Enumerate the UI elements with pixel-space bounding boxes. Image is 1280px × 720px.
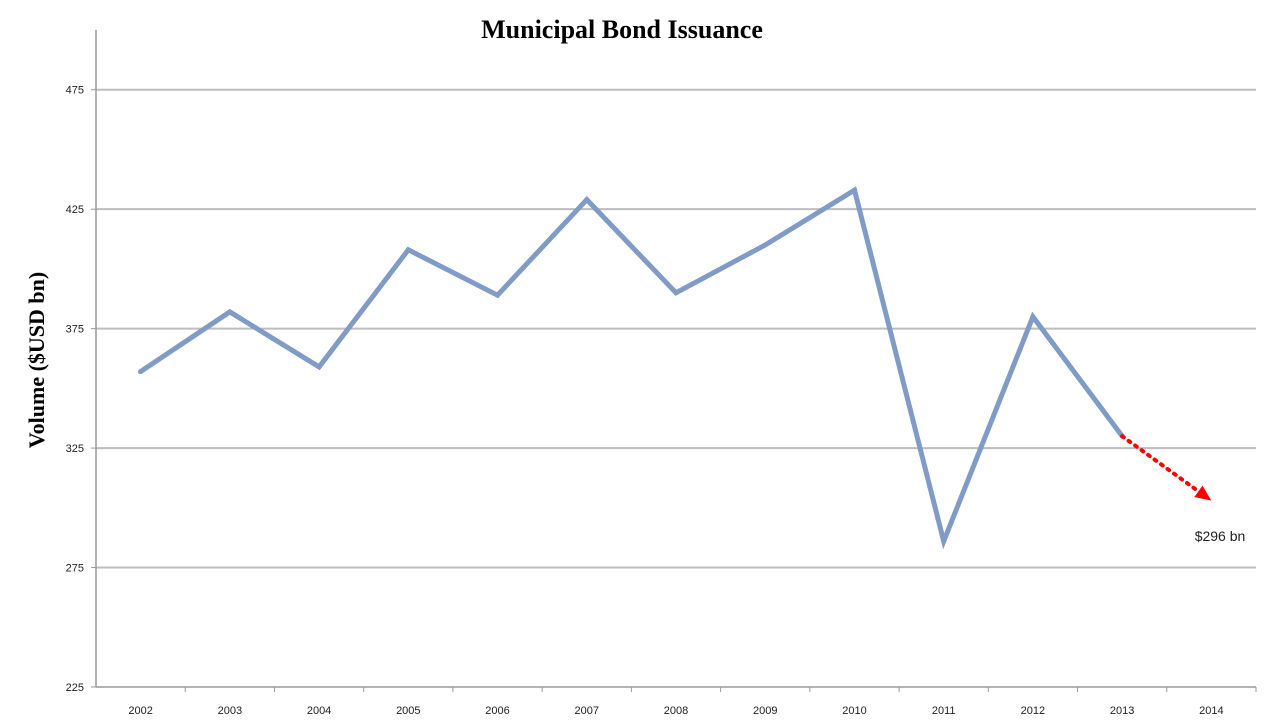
series — [138, 186, 1125, 550]
x-tick-label: 2002 — [128, 705, 152, 717]
y-tick-label: 275 — [66, 563, 84, 575]
data-point-2008 — [673, 290, 679, 296]
y-tick-labels: 225 275 325 375 425 475 — [66, 85, 96, 694]
data-point-2007 — [584, 197, 590, 203]
gridlines — [96, 88, 1256, 569]
data-point-2003 — [227, 309, 233, 315]
series-line-0 — [138, 186, 1125, 550]
y-tick-label: 375 — [66, 324, 84, 336]
data-point-2005 — [405, 247, 411, 253]
data-point-2002 — [138, 369, 144, 375]
data-point-2011 — [941, 538, 947, 544]
x-tick-label: 2005 — [396, 705, 420, 717]
x-tick-label: 2007 — [575, 705, 599, 717]
x-tick-label: 2008 — [664, 705, 688, 717]
x-tick-labels: 2002 2003 2004 2005 2006 2007 2008 2009 2010 2011… — [128, 687, 1257, 717]
x-tick-label: 2006 — [485, 705, 509, 717]
y-tick-label: 425 — [66, 204, 84, 216]
y-axis-label: Volume ($USD bn) — [24, 272, 49, 448]
x-tick-label: 2009 — [753, 705, 777, 717]
data-point-2006 — [495, 292, 501, 298]
projection-label: $296 bn — [1195, 528, 1246, 544]
x-tick-label: 2013 — [1110, 705, 1134, 717]
x-tick-label: 2011 — [932, 705, 956, 717]
axes — [95, 30, 1256, 688]
projection-arrow-shaft — [1120, 434, 1201, 494]
projection-arrow-head — [1194, 485, 1212, 501]
x-tick-label: 2012 — [1021, 705, 1045, 717]
data-point-2009 — [762, 242, 768, 248]
data-point-2004 — [316, 364, 322, 370]
x-tick-label: 2003 — [218, 705, 242, 717]
data-point-2012 — [1030, 314, 1036, 320]
y-tick-label: 475 — [66, 85, 84, 97]
x-tick-label: 2014 — [1199, 705, 1223, 717]
projection: $296 bn — [1120, 434, 1246, 544]
y-tick-label: 225 — [66, 682, 84, 694]
x-tick-label: 2010 — [842, 705, 866, 717]
chart-title: Municipal Bond Issuance — [481, 15, 763, 44]
x-tick-label: 2004 — [307, 705, 331, 717]
data-point-2010 — [851, 187, 857, 193]
y-tick-label: 325 — [66, 443, 84, 455]
